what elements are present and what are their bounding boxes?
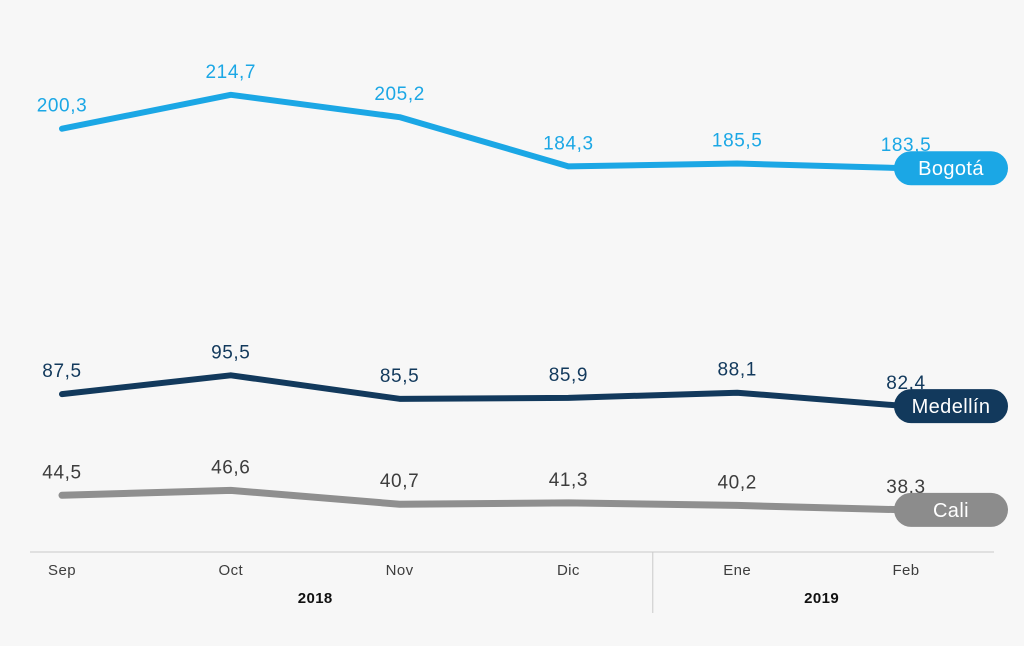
x-tick-label: Sep (48, 562, 76, 579)
point-label-Medellín: 85,5 (380, 366, 419, 387)
point-label-Medellín: 88,1 (718, 360, 757, 381)
series-pill-label-Cali: Cali (933, 500, 969, 522)
series-line-Medellín (59, 372, 909, 410)
series-pill-label-Bogotá: Bogotá (918, 158, 984, 180)
x-tick-label: Ene (723, 562, 751, 579)
series-line-Bogotá (59, 91, 909, 172)
series-line-Cali (58, 486, 910, 514)
series-pill-Medellín (894, 389, 1008, 424)
point-label-Medellín: 82,4 (886, 373, 925, 394)
series-pill-label-Medellín: Medellín (912, 396, 991, 418)
year-label: 2018 (298, 590, 333, 607)
point-label-Bogotá: 214,7 (206, 62, 257, 83)
year-label: 2019 (804, 590, 839, 607)
point-label-Cali: 44,5 (42, 462, 81, 483)
series-pill-Bogotá (894, 151, 1008, 186)
point-label-Medellín: 95,5 (211, 342, 250, 363)
x-tick-label: Nov (386, 562, 414, 579)
point-label-Bogotá: 200,3 (37, 96, 88, 117)
point-label-Bogotá: 205,2 (374, 84, 425, 105)
point-label-Cali: 40,7 (380, 471, 419, 492)
point-label-Bogotá: 183,5 (881, 135, 932, 156)
point-label-Cali: 40,2 (718, 472, 757, 493)
x-tick-label: Feb (892, 562, 919, 579)
x-tick-label: Oct (219, 562, 244, 579)
point-label-Cali: 46,6 (211, 457, 250, 478)
point-label-Cali: 38,3 (886, 477, 925, 498)
series-pill-Cali (894, 492, 1008, 527)
point-label-Bogotá: 185,5 (712, 131, 763, 152)
point-label-Medellín: 85,9 (549, 365, 588, 386)
point-label-Medellín: 87,5 (42, 361, 81, 382)
point-label-Bogotá: 184,3 (543, 133, 594, 154)
x-tick-label: Dic (557, 562, 580, 579)
point-label-Cali: 41,3 (549, 470, 588, 491)
